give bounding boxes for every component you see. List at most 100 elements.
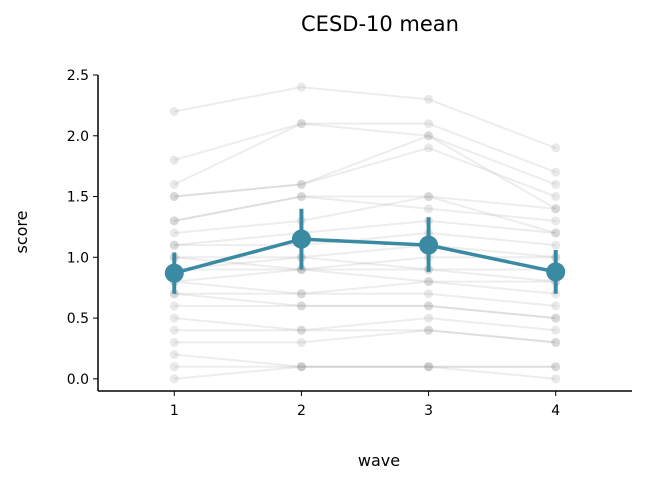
individual-point [169,216,179,226]
mean-point [419,235,439,255]
x-tick-label: 4 [551,403,560,419]
individual-point [169,216,179,226]
individual-point [551,362,561,372]
x-tick-label: 1 [170,403,179,419]
individual-line [174,244,556,259]
y-tick-label: 2.5 [67,68,89,84]
individual-point [296,179,306,189]
individual-line [174,353,556,368]
individual-point [424,131,434,141]
individual-point [424,325,434,335]
y-tick-label: 0.0 [67,372,89,388]
individual-point [551,167,561,177]
individual-line [174,256,556,271]
individual-line [174,86,557,149]
individual-point [551,337,561,347]
individual-point [551,362,561,372]
individual-point [551,204,561,214]
y-axis-ticks: 0.0 0.5 1.0 1.5 2.0 2.5 [67,68,98,388]
individual-line [174,195,556,222]
individual-point [551,179,561,189]
individual-point [551,204,561,214]
individual-point [424,192,434,202]
individual-point [169,179,179,189]
individual-line [174,122,557,174]
individual-point [296,301,306,311]
y-tick-label: 1.0 [67,250,89,266]
individual-point [551,228,561,238]
individual-point [296,119,306,129]
individual-point [551,325,561,335]
individual-point [551,374,561,384]
mean-line [173,237,557,275]
individual-point [424,131,434,141]
individual-point [296,192,306,202]
individual-line [174,268,556,283]
individual-point [424,362,434,372]
individual-point [551,240,561,250]
individual-point [424,192,434,202]
individual-point [551,228,561,238]
individual-line [174,317,556,332]
individual-line [174,195,556,222]
individual-point [296,362,306,372]
x-tick-label: 3 [424,403,433,419]
individual-point [551,337,561,347]
individual-point [296,192,306,202]
individual-point [169,155,179,165]
individual-point [169,325,179,335]
individual-point [296,119,306,129]
individual-line [173,122,557,186]
individual-point [296,362,306,372]
individual-point [169,192,179,202]
individual-line [174,146,557,198]
individual-point [169,106,179,116]
individual-point [296,301,306,311]
mean-point [164,263,184,283]
x-axis-title: wave [358,451,400,470]
individual-point [296,179,306,189]
individual-point [424,277,434,287]
individual-point [424,362,434,372]
individual-point [424,94,434,104]
individual-trajectories [169,82,561,384]
individual-point [424,301,434,311]
individual-point [551,143,561,153]
individual-point [169,337,179,347]
individual-point [551,216,561,226]
individual-point [169,240,179,250]
individual-point [296,337,306,347]
individual-point [296,325,306,335]
individual-point [551,313,561,323]
y-tick-label: 0.5 [67,311,89,327]
individual-point [169,374,179,384]
individual-point [169,350,179,360]
individual-line [174,280,556,295]
individual-line [174,219,556,247]
individual-line [174,365,556,380]
individual-point [296,289,306,299]
individual-point [169,362,179,372]
individual-point [169,313,179,323]
individual-point [296,82,306,92]
individual-line [174,329,556,344]
individual-point [169,228,179,238]
mean-point [291,229,311,249]
individual-point [424,204,434,214]
individual-point [296,289,306,299]
individual-point [169,240,179,250]
individual-line [174,292,556,307]
individual-point [551,301,561,311]
individual-point [424,325,434,335]
y-axis-title: score [12,211,31,254]
individual-point [551,313,561,323]
individual-line [174,195,556,234]
individual-point [424,301,434,311]
mean-point [546,262,566,282]
mean-series [164,208,566,294]
x-tick-label: 2 [297,403,306,419]
individual-line [174,134,557,210]
individual-line [174,231,556,247]
individual-line [174,329,556,344]
y-tick-label: 1.5 [67,190,89,206]
